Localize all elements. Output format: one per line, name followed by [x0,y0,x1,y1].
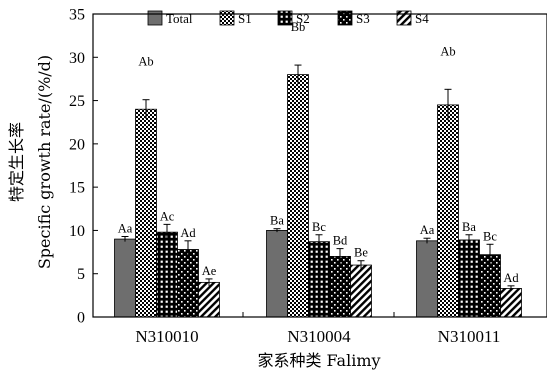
x-axis-title: 家系种类 Falimy [257,351,380,370]
bar [198,281,220,318]
y-tick-label: 25 [69,93,85,110]
y-axis-title-line1: 特定生长率 [7,122,26,202]
bar [350,264,372,318]
legend-label: Total [166,11,193,26]
legend-swatch [396,10,412,26]
legend-swatch [337,10,353,26]
y-tick-label: 35 [69,7,85,24]
legend-item: S4 [396,10,429,26]
legend-swatch [147,10,163,26]
bar [287,74,309,318]
bar [177,249,199,318]
y-tick-label: 15 [69,180,85,197]
bar-letter-label: Aa [118,221,133,235]
legend-label: S4 [415,11,429,26]
legend-swatch [277,10,293,26]
legend-item: S1 [219,10,252,26]
x-tick-label: N310010 [135,327,198,346]
bar [329,255,351,318]
bar-letter-label: Ad [503,271,519,285]
legend: Total S1 S2 S3 S4 [147,10,429,26]
legend-label: S3 [356,11,370,26]
bar-letter-label: Ac [160,209,175,223]
bar-letter-label: Ba [462,220,476,234]
plot-frame [92,13,547,318]
bar-letter-label: Ba [270,214,284,228]
bar-letter-label: Ae [202,264,217,278]
bar-letter-label: Be [354,246,368,260]
y-tick-label: 5 [77,266,85,283]
bar-letter-label: Ab [440,44,455,58]
bar-letter-label: Ab [138,55,153,69]
bar-letter-label: Bc [483,229,497,243]
y-tick-label: 0 [77,310,85,327]
x-tick-label: N310011 [438,327,501,346]
legend-item: S3 [337,10,370,26]
bar-labels: Aa Ba Aa Ab Bb Ab Ac Bc Ba Ad Bd Bc Ae Be Ad [118,20,520,285]
bar [156,231,178,318]
x-tick-label: N310004 [287,327,351,346]
legend-swatch [219,10,235,26]
y-axis: 0 5 10 15 20 25 30 35 [69,7,98,327]
x-axis: N310010 N310004 N310011 [135,312,500,346]
bar [266,230,288,318]
bar [308,241,330,318]
bar [458,239,480,318]
bar [437,104,459,318]
y-tick-label: 10 [69,223,85,240]
bar-letter-label: Aa [420,223,435,237]
legend-label: S1 [238,11,252,26]
bar [500,288,522,318]
bar-letter-label: Bd [333,234,348,248]
bars [114,64,522,318]
bar [135,108,157,318]
legend-label: S2 [296,11,310,26]
y-axis-title: 特定生长率 Specific growth rate/(%/d) [7,55,54,269]
bar [114,238,136,318]
legend-item: Total [147,10,193,26]
y-tick-label: 20 [69,136,85,153]
bar-letter-label: Bc [312,220,326,234]
bar-letter-label: Ad [180,226,196,240]
bar-letter-label: Bb [291,20,306,34]
y-axis-title-line2: Specific growth rate/(%/d) [35,55,54,269]
bar [416,240,438,318]
y-tick-label: 30 [69,50,85,67]
